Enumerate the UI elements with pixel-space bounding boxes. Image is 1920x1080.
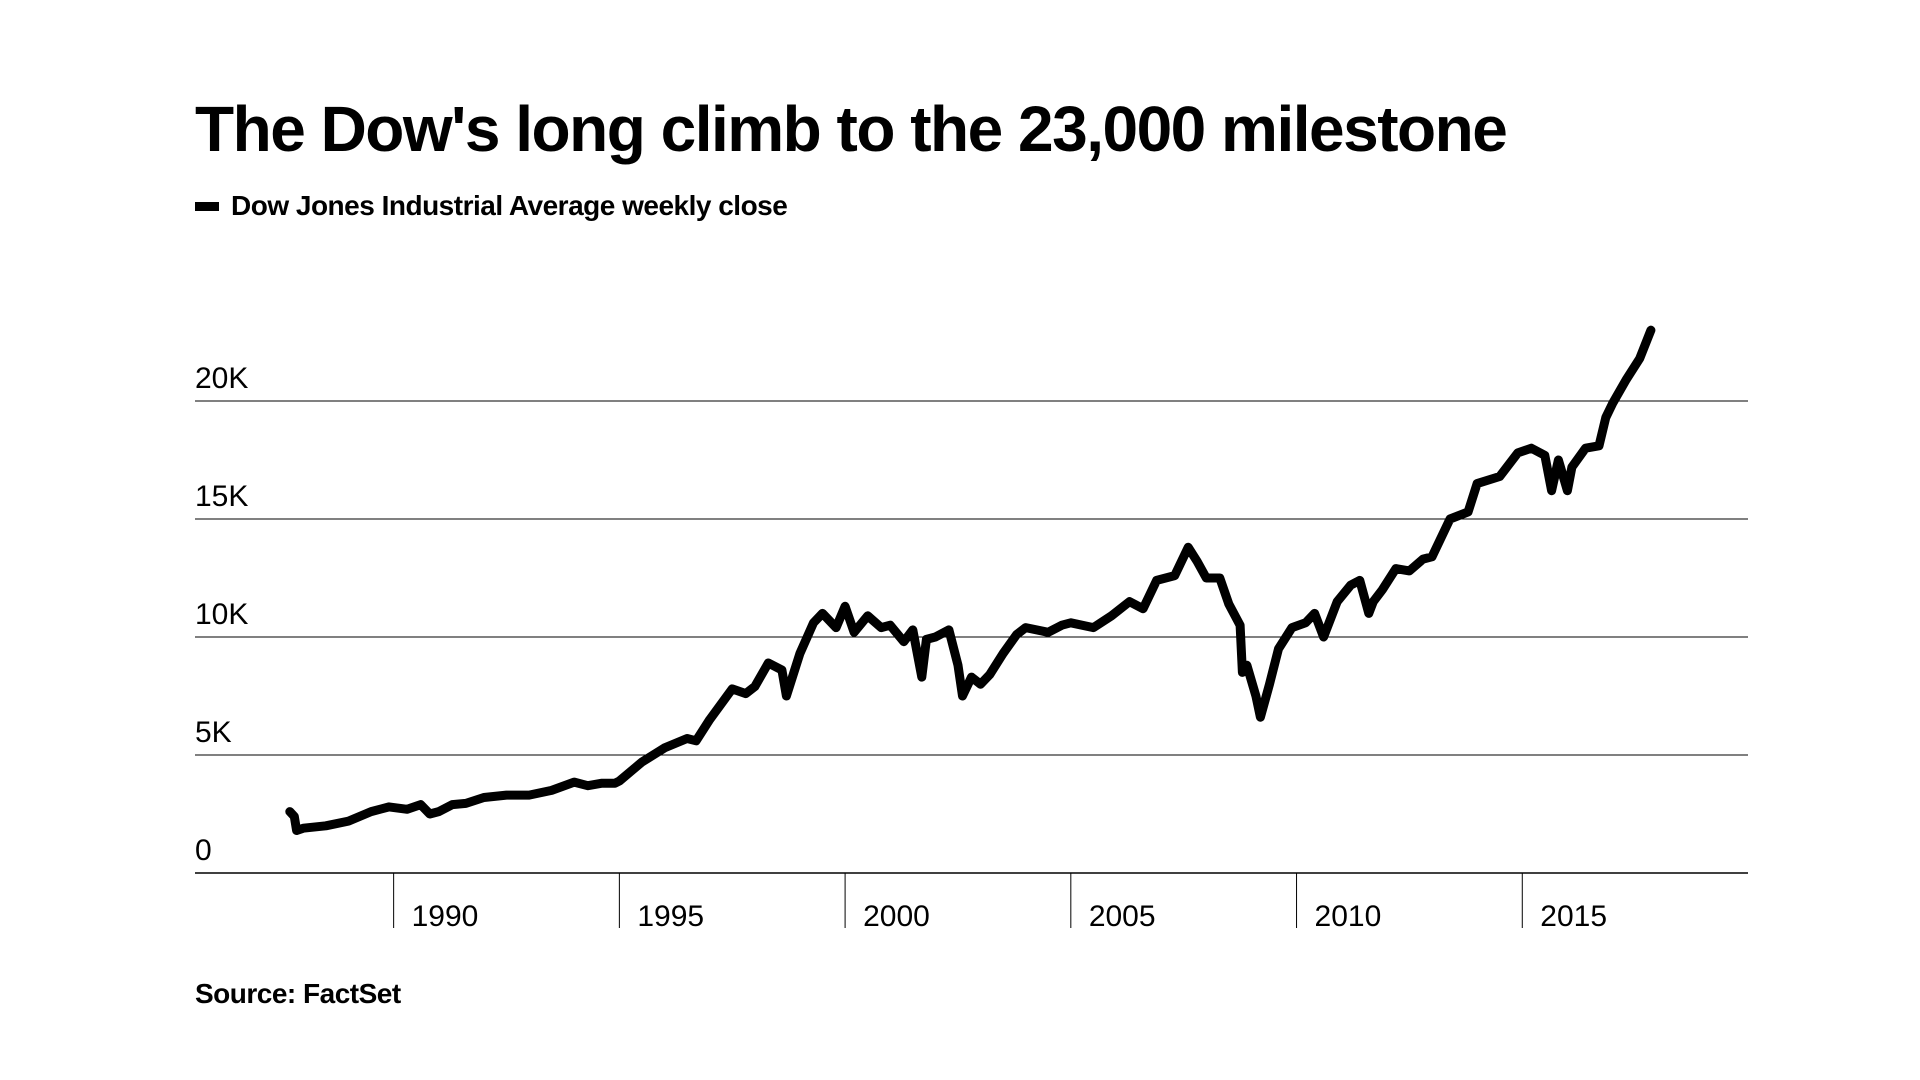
- y-tick-label: 20K: [195, 362, 248, 395]
- y-tick-label: 0: [195, 834, 212, 867]
- series-layer: [285, 325, 1656, 835]
- source-note: Source: FactSet: [195, 978, 401, 1009]
- legend-label: Dow Jones Industrial Average weekly clos…: [231, 190, 788, 221]
- y-tick-label: 15K: [195, 480, 248, 513]
- x-tick-label: 1995: [637, 900, 704, 933]
- x-tick-label: 2005: [1089, 900, 1156, 933]
- x-tick-label: 2010: [1315, 900, 1382, 933]
- series-line: [285, 325, 1656, 835]
- legend: Dow Jones Industrial Average weekly clos…: [195, 190, 788, 222]
- gridlines: [195, 400, 1748, 874]
- chart-title: The Dow's long climb to the 23,000 miles…: [195, 93, 1508, 165]
- y-tick-label: 5K: [195, 716, 232, 749]
- x-tick-label: 2015: [1540, 900, 1607, 933]
- x-axis-ticks: 1990 1995 2000 2005 2010 2015: [393, 873, 1607, 933]
- y-tick-label: 10K: [195, 598, 248, 631]
- x-tick-label: 2000: [863, 900, 930, 933]
- x-tick-label: 1990: [412, 900, 479, 933]
- y-axis-ticks: 0 5K 10K 15K 20K: [195, 362, 248, 867]
- legend-swatch: [195, 201, 219, 211]
